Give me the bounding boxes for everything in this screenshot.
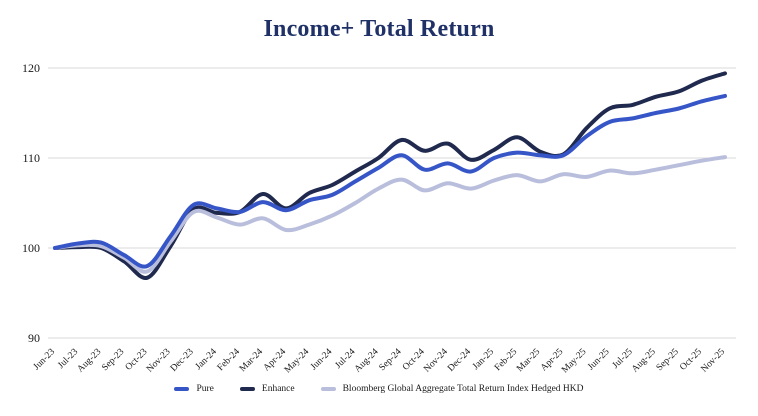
- x-axis-tick-label: Jun-24: [309, 347, 335, 373]
- x-axis-tick-label: Dec-24: [446, 347, 473, 374]
- x-axis-tick-label: Sep-23: [100, 347, 126, 373]
- x-axis-tick-label: Mar-24: [238, 347, 265, 374]
- legend-swatch-icon: [239, 387, 255, 391]
- x-axis-tick-label: Jan-25: [471, 347, 496, 372]
- legend-swatch-icon: [174, 387, 190, 391]
- y-axis-tick-label: 120: [22, 61, 40, 75]
- chart-legend: Pure Enhance Bloomberg Global Aggregate To…: [0, 384, 758, 394]
- chart-title: Income+ Total Return: [263, 16, 495, 42]
- x-axis-tick-label: Nov-23: [145, 347, 173, 375]
- x-axis-tick-label: Sep-25: [655, 347, 681, 373]
- legend-label: Bloomberg Global Aggregate Total Return …: [342, 384, 584, 394]
- legend-item-pure: Pure: [174, 384, 214, 394]
- legend-swatch-icon: [320, 387, 336, 391]
- legend-label: Enhance: [261, 384, 295, 394]
- x-axis-tick-label: Jan-24: [194, 347, 219, 372]
- x-axis-tick-label: Dec-23: [169, 347, 196, 374]
- x-axis-tick-label: Mar-25: [515, 347, 542, 374]
- x-axis-tick-label: Sep-24: [378, 347, 404, 373]
- legend-item-enhance: Enhance: [239, 384, 295, 394]
- x-axis-tick-label: May-24: [283, 347, 312, 376]
- series-line-bloomberg: [53, 155, 727, 274]
- y-axis-tick-label: 110: [22, 151, 40, 165]
- x-axis-tick-label: Nov-25: [700, 347, 728, 375]
- x-axis-tick-label: Nov-24: [422, 347, 450, 375]
- legend-label: Pure: [196, 384, 214, 394]
- series-line-pure: [53, 93, 727, 269]
- series-line-enhance: [53, 71, 727, 280]
- y-axis-tick-label: 90: [28, 331, 40, 345]
- x-axis-tick-label: Feb-25: [493, 347, 519, 373]
- x-axis-tick-label: Feb-24: [216, 347, 242, 373]
- x-axis-tick-label: Jun-23: [32, 347, 58, 373]
- x-axis-tick-label: Aug-23: [76, 347, 104, 375]
- y-axis-tick-label: 100: [22, 241, 40, 255]
- x-axis-tick-label: Jun-25: [586, 347, 612, 373]
- x-axis-tick-label: Aug-24: [353, 347, 381, 375]
- legend-item-bloomberg: Bloomberg Global Aggregate Total Return …: [320, 384, 584, 394]
- x-axis-tick-label: Aug-25: [630, 347, 658, 375]
- x-axis-tick-label: May-25: [560, 347, 589, 376]
